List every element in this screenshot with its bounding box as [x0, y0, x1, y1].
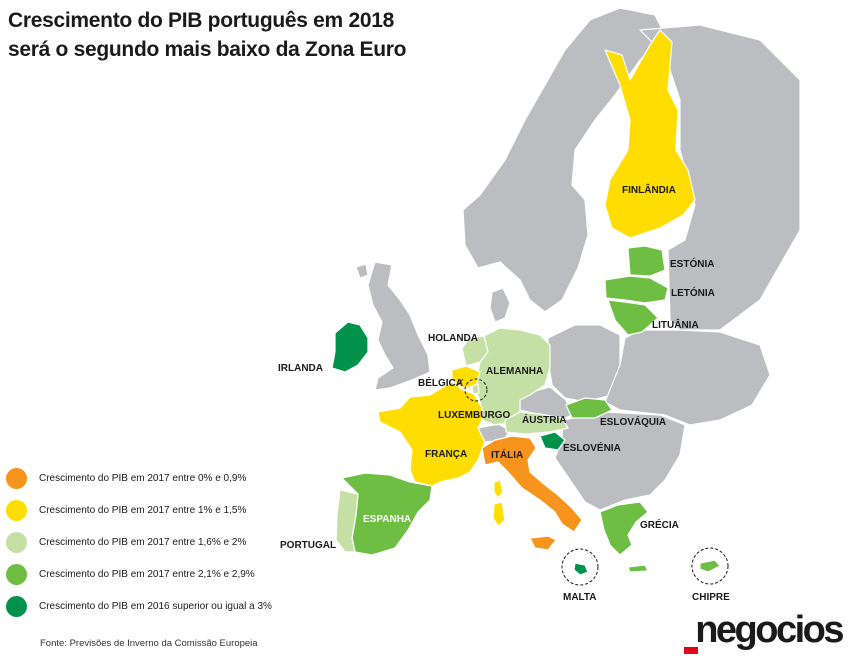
- label-belgica: BÉLGICA: [418, 376, 463, 389]
- legend-item: Crescimento do PIB em 2017 entre 2,1% e …: [6, 558, 306, 590]
- legend-item: Crescimento do PIB em 2016 superior ou i…: [6, 590, 306, 622]
- source-note: Fonte: Previsões de Inverno da Comissão …: [40, 638, 258, 649]
- ireland-shape: [331, 321, 369, 373]
- cyprus-callout-circle: [691, 547, 729, 585]
- legend-item: Crescimento do PIB em 2017 entre 0% e 0,…: [6, 462, 306, 494]
- legend-label: Crescimento do PIB em 2017 entre 0% e 0,…: [39, 472, 247, 484]
- label-letonia: LETÓNIA: [671, 286, 715, 299]
- negocios-logo: negocios: [695, 609, 844, 651]
- label-holanda: HOLANDA: [428, 333, 478, 344]
- label-estonia: ESTÓNIA: [670, 257, 714, 270]
- sicily-shape: [529, 535, 557, 551]
- sardinia-shape: [492, 501, 506, 527]
- legend-item: Crescimento do PIB em 2017 entre 1,6% e …: [6, 526, 306, 558]
- label-espanha: ESPANHA: [363, 514, 411, 525]
- estonia-shape: [627, 245, 666, 277]
- legend-swatch: [6, 467, 27, 489]
- belgium-leader-line: [457, 378, 464, 386]
- label-malta: MALTA: [563, 592, 597, 603]
- label-eslovenia: ESLOVÉNIA: [563, 441, 621, 454]
- label-italia: ITÁLIA: [491, 448, 523, 461]
- label-alemanha: ALEMANHA: [486, 366, 543, 377]
- luxembourg-shape: [471, 383, 480, 395]
- title-line-1: Crescimento do PIB português em 2018: [8, 9, 394, 32]
- title-line-2: será o segundo mais baixo da Zona Euro: [8, 38, 407, 61]
- legend-swatch: [6, 499, 27, 521]
- denmark-shape: [489, 287, 511, 323]
- malta-callout-circle: [561, 548, 599, 586]
- label-finlandia: FINLÂNDIA: [622, 183, 676, 196]
- malta-shape: [573, 562, 589, 576]
- label-luxemburgo: LUXEMBURGO: [438, 410, 510, 421]
- map-title: Crescimento do PIB português em 2018 ser…: [8, 6, 478, 64]
- cyprus-shape: [699, 559, 721, 573]
- legend-label: Crescimento do PIB em 2017 entre 2,1% e …: [39, 568, 255, 580]
- label-eslovaquia: ESLOVÁQUIA: [600, 415, 666, 428]
- france-shape: [377, 381, 486, 487]
- legend-swatch: [6, 595, 27, 617]
- legend-label: Crescimento do PIB em 2017 entre 1,6% e …: [39, 536, 247, 548]
- italy-shape: [481, 435, 583, 533]
- uk-shape: [367, 261, 431, 391]
- corsica-shape: [493, 479, 504, 499]
- legend-label: Crescimento do PIB em 2016 superior ou i…: [39, 600, 272, 612]
- belarus-ukraine-shape: [604, 329, 771, 426]
- balkans-shape: [554, 411, 686, 511]
- scandinavia-shape: [462, 7, 666, 313]
- legend-swatch: [6, 531, 27, 553]
- latvia-shape: [604, 275, 669, 304]
- lithuania-shape: [607, 299, 659, 336]
- portugal-shape: [335, 489, 359, 553]
- luxembourg-callout-circle: [464, 378, 488, 402]
- austria-shape: [504, 411, 569, 435]
- label-austria: ÁUSTRIA: [522, 413, 566, 426]
- label-lituania: LITUÂNIA: [652, 318, 699, 331]
- legend-label: Crescimento do PIB em 2017 entre 1% e 1,…: [39, 504, 247, 516]
- czech-hungary-shape: [519, 386, 573, 421]
- label-portugal: PORTUGAL: [280, 540, 336, 551]
- legend-item: Crescimento do PIB em 2017 entre 1% e 1,…: [6, 494, 306, 526]
- logo-accent-bar: [684, 647, 698, 654]
- legend: Crescimento do PIB em 2017 entre 0% e 0,…: [6, 462, 306, 622]
- label-grecia: GRÉCIA: [640, 518, 679, 531]
- slovakia-shape: [565, 397, 613, 419]
- label-irlanda: IRLANDA: [278, 363, 323, 374]
- russia-east-shape: [639, 24, 801, 331]
- label-franca: FRANÇA: [425, 449, 467, 460]
- finland-shape: [604, 29, 696, 239]
- slovenia-shape: [539, 431, 566, 451]
- uk-north-shape: [355, 263, 369, 279]
- crete-shape: [627, 564, 649, 573]
- legend-swatch: [6, 563, 27, 585]
- greece-shape: [599, 501, 649, 556]
- label-chipre: CHIPRE: [692, 592, 730, 603]
